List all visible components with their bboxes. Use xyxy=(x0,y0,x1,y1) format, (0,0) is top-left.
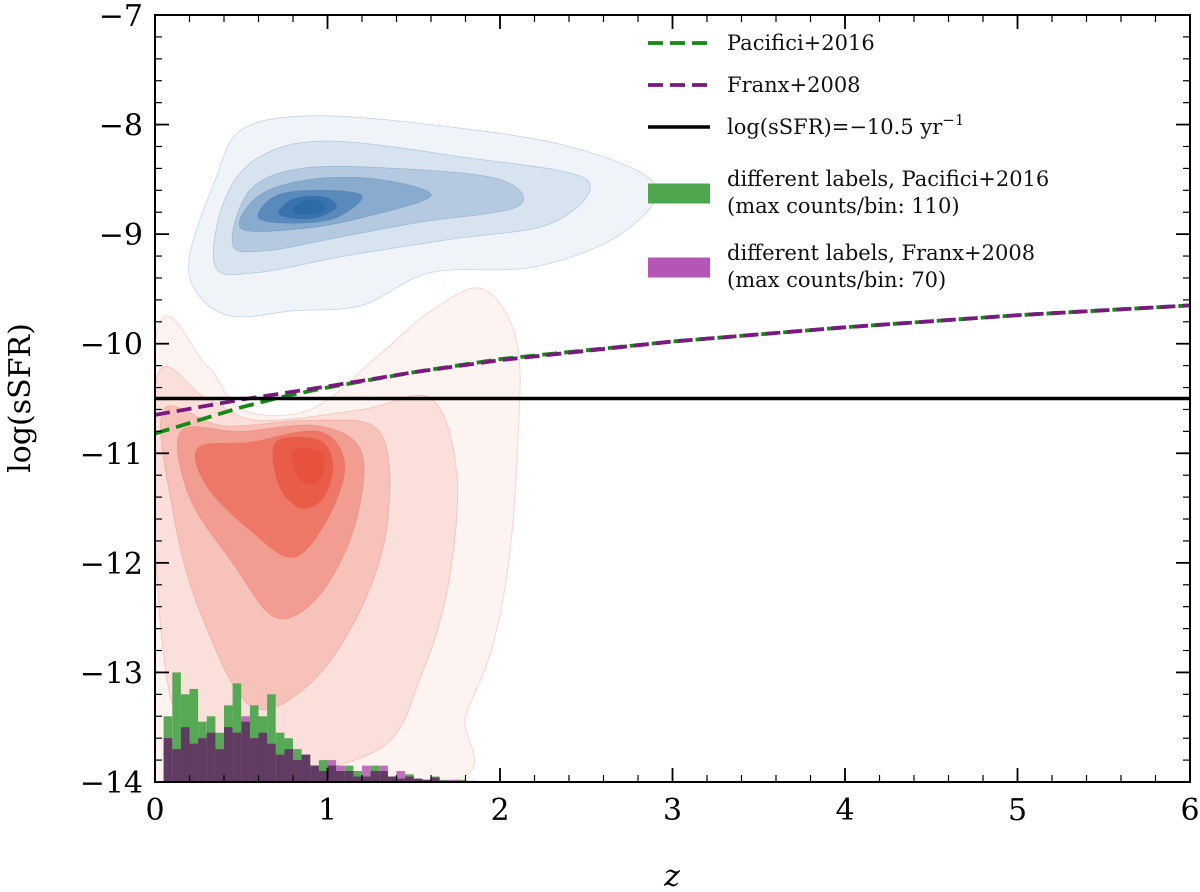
histogram-bar-pacifici xyxy=(189,688,199,782)
lines-layer xyxy=(155,303,1190,436)
franx-2008-line xyxy=(155,303,1190,417)
histogram-overlap-bar xyxy=(258,732,268,782)
x-tick-label: 2 xyxy=(490,793,509,828)
histogram-overlap-bar xyxy=(232,732,242,782)
legend-label-0: Pacifici+2016 xyxy=(727,31,875,55)
y-tick-label: −7 xyxy=(99,0,143,34)
x-tick-label: 6 xyxy=(1180,793,1199,828)
x-axis-label: z xyxy=(663,859,680,892)
star-forming-contour-1 xyxy=(212,140,591,276)
histogram-overlap-bar xyxy=(413,778,423,782)
legend-label-1: Franx+2008 xyxy=(727,73,861,97)
histogram-overlap-bar xyxy=(396,778,406,782)
x-tick-label: 4 xyxy=(835,793,854,828)
quiescent-contour-2 xyxy=(160,405,391,710)
y-axis-label: log(sSFR) xyxy=(3,323,38,473)
legend: Pacifici+2016 Franx+2008 log(sSFR)=−10.5 y… xyxy=(648,31,1049,292)
x-tick-label: 5 xyxy=(1008,793,1027,828)
x-tick-label: 1 xyxy=(318,793,337,828)
y-tick-label: −10 xyxy=(80,328,143,363)
legend-sublabel-3: (max counts/bin: 110) xyxy=(727,194,960,218)
histogram-overlap-bar xyxy=(422,779,431,782)
histogram-overlap-bar xyxy=(172,749,181,782)
y-tick-label: −9 xyxy=(99,218,143,253)
y-tick-label: −12 xyxy=(80,547,143,582)
histogram-overlap-bar xyxy=(249,738,259,782)
histogram-overlap-bar xyxy=(370,771,380,782)
histogram-overlap-bar xyxy=(224,727,233,782)
histogram-overlap-bar xyxy=(387,776,397,782)
histogram-overlap-bar xyxy=(180,727,190,782)
histogram-overlap-bar xyxy=(189,743,199,782)
axes-layer: 0 1 2 3 4 5 6 −14 −13 −12 −11 −10 −9 −8 −7 xyxy=(80,0,1200,828)
histogram-overlap-bar xyxy=(431,777,440,782)
histogram-layer xyxy=(163,672,492,782)
histogram-bar-pacifici xyxy=(267,694,276,782)
histogram-overlap-bar xyxy=(284,749,293,782)
histogram-overlap-bar xyxy=(336,771,345,782)
histogram-overlap-bar xyxy=(198,738,207,782)
star-forming-contour-0 xyxy=(188,115,658,318)
y-tick-label: −8 xyxy=(99,109,143,144)
x-tick-label: 0 xyxy=(145,793,164,828)
legend-patch-3 xyxy=(648,183,710,204)
histogram-overlap-bar xyxy=(353,776,362,782)
histogram-overlap-bar xyxy=(267,743,276,782)
histogram-overlap-bar xyxy=(379,771,388,782)
density-layer xyxy=(155,115,658,782)
quiescent-contour-0 xyxy=(155,287,521,782)
histogram-overlap-bar xyxy=(206,732,216,782)
legend-superscript: −1 xyxy=(942,111,964,129)
y-tick-label: −13 xyxy=(80,656,143,691)
histogram-overlap-bar xyxy=(293,760,302,782)
histogram-overlap-bar xyxy=(241,721,250,782)
legend-label-2: log(sSFR)=−10.5 yr−1 xyxy=(727,111,964,139)
legend-sublabel-4: (max counts/bin: 70) xyxy=(727,268,946,292)
histogram-overlap-bar xyxy=(275,754,285,782)
legend-patch-4 xyxy=(648,257,710,278)
star-forming-contour-6 xyxy=(292,199,326,215)
quiescent-contour-6 xyxy=(291,447,325,485)
y-tick-label: −14 xyxy=(80,766,143,801)
histogram-overlap-bar xyxy=(362,776,371,782)
histogram-overlap-bar xyxy=(310,765,319,782)
histogram-bar-pacifici xyxy=(172,672,181,782)
histogram-overlap-bar xyxy=(163,738,173,782)
histogram-overlap-bar xyxy=(301,754,311,782)
histogram-bar-franx xyxy=(362,765,371,782)
histogram-overlap-bar xyxy=(215,749,224,782)
histogram-overlap-bar xyxy=(318,771,328,782)
x-tick-label: 3 xyxy=(663,793,682,828)
histogram-overlap-bar xyxy=(344,771,354,782)
histogram-overlap-bar xyxy=(327,765,337,782)
legend-label-4: different labels, Franx+2008 xyxy=(727,241,1035,265)
histogram-overlap-bar xyxy=(405,776,414,782)
histogram-bar-franx xyxy=(396,771,406,782)
y-tick-label: −11 xyxy=(80,437,143,472)
legend-label-3: different labels, Pacifici+2016 xyxy=(727,167,1049,191)
star-forming-contour-2 xyxy=(231,165,524,253)
